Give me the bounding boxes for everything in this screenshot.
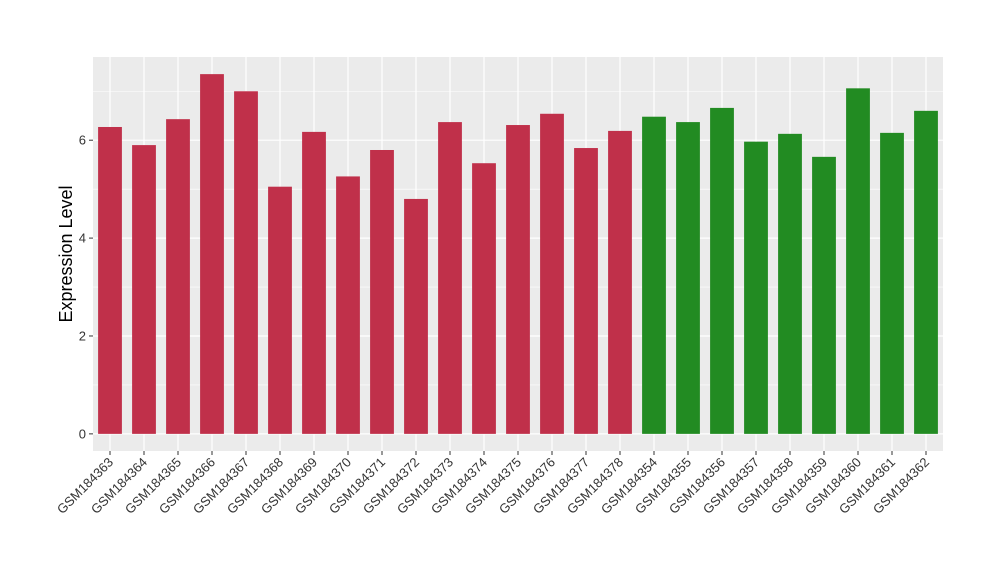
bar-GSM184357 — [744, 141, 768, 434]
bar-GSM184368 — [268, 186, 292, 434]
bar-GSM184369 — [302, 131, 326, 434]
bar-GSM184375 — [506, 125, 530, 434]
bar-GSM184374 — [472, 163, 496, 434]
bar-GSM184376 — [540, 113, 564, 434]
bar-GSM184360 — [846, 88, 870, 434]
bar-GSM184366 — [200, 74, 224, 434]
bar-GSM184355 — [676, 122, 700, 434]
bar-GSM184361 — [880, 132, 904, 434]
bar-GSM184367 — [234, 91, 258, 434]
bar-GSM184354 — [642, 116, 666, 434]
bars — [98, 74, 938, 434]
bar-GSM184358 — [778, 133, 802, 434]
bar-GSM184378 — [608, 130, 632, 434]
x-axis: GSM184363GSM184364GSM184365GSM184366GSM1… — [54, 451, 932, 517]
y-tick-label: 2 — [79, 328, 86, 343]
bar-GSM184371 — [370, 149, 394, 434]
bar-GSM184363 — [98, 126, 122, 434]
y-tick-label: 4 — [79, 231, 86, 246]
bar-GSM184356 — [710, 107, 734, 434]
bar-GSM184370 — [336, 176, 360, 434]
bar-GSM184362 — [914, 110, 938, 434]
bar-GSM184372 — [404, 198, 428, 434]
bar-GSM184365 — [166, 119, 190, 434]
y-axis-label: Expression Level — [56, 185, 76, 322]
y-tick-label: 6 — [79, 133, 86, 148]
y-tick-label: 0 — [79, 426, 86, 441]
y-axis: 0 2 4 6 — [79, 133, 93, 441]
bar-GSM184377 — [574, 148, 598, 434]
bar-GSM184373 — [438, 122, 462, 434]
bar-GSM184359 — [812, 156, 836, 434]
bar-GSM184364 — [132, 145, 156, 434]
